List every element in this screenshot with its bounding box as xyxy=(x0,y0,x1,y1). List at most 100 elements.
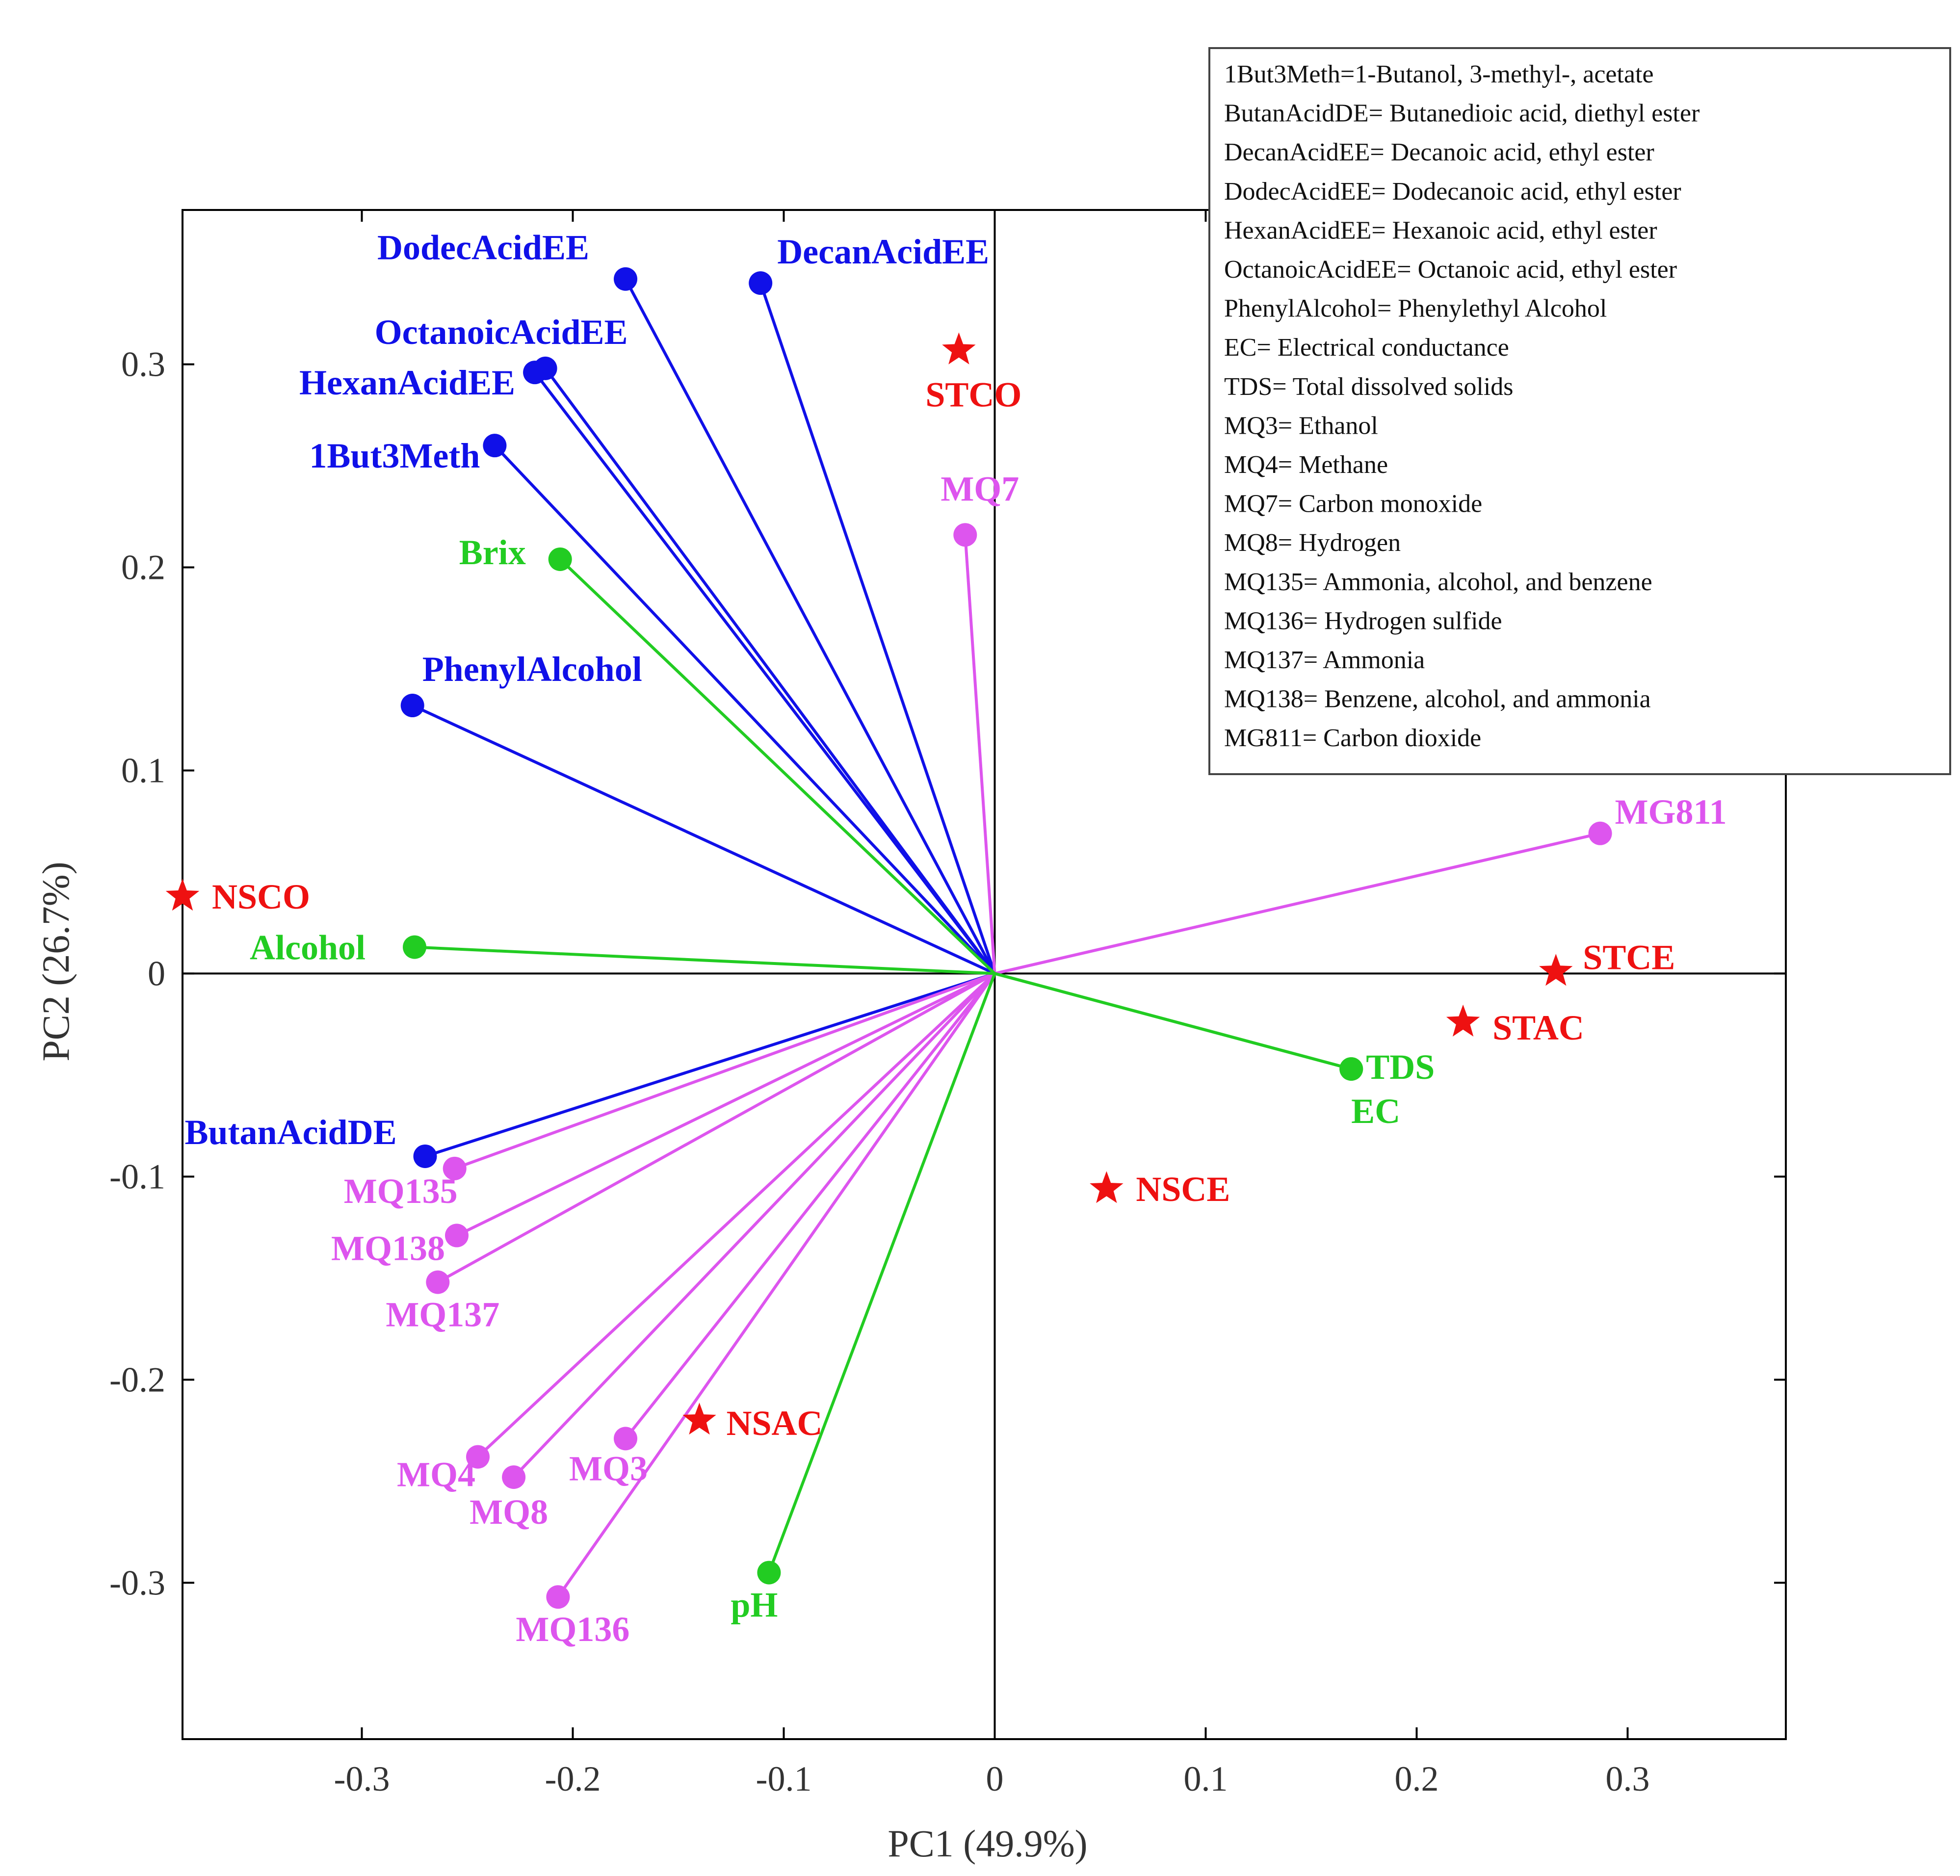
sample-label: NSCE xyxy=(1136,1170,1230,1209)
sample-star-marker xyxy=(1446,1004,1480,1037)
loading-point xyxy=(445,1224,469,1248)
loading-point xyxy=(426,1270,450,1294)
loading-point xyxy=(1588,821,1612,845)
legend-entry: MQ4= Methane xyxy=(1224,451,1388,479)
legend-entry: MQ136= Hydrogen sulfide xyxy=(1224,607,1502,635)
legend-entry: MQ135= Ammonia, alcohol, and benzene xyxy=(1224,568,1652,596)
loading-vector xyxy=(456,972,995,1237)
loading-label: HexanAcidEE xyxy=(299,363,515,402)
loading-label: Alcohol xyxy=(250,928,366,967)
sample-STCO: STCO xyxy=(925,332,1021,415)
sample-star-marker xyxy=(682,1403,716,1435)
loading-label: 1But3Meth xyxy=(309,436,480,475)
legend-entry: MQ137= Ammonia xyxy=(1224,646,1425,674)
sample-STCE: STCE xyxy=(1539,938,1675,986)
loading-Brix: Brix xyxy=(459,533,996,975)
legend-entry: DecanAcidEE= Decanoic acid, ethyl ester xyxy=(1224,138,1654,166)
y-tick-label: 0.2 xyxy=(121,548,165,587)
loading-vector xyxy=(454,972,995,1170)
legend-entry: MQ138= Benzene, alcohol, and ammonia xyxy=(1224,685,1651,713)
sample-star-marker xyxy=(1539,954,1573,986)
loading-point xyxy=(502,1465,526,1489)
sample-label: NSCO xyxy=(212,877,310,916)
loading-point xyxy=(757,1561,781,1585)
loading-vector xyxy=(533,371,996,975)
legend-entry: EC= Electrical conductance xyxy=(1224,334,1509,362)
loading-point xyxy=(614,267,637,291)
legend-entry: ButanAcidDE= Butanedioic acid, diethyl e… xyxy=(1224,100,1699,128)
y-tick-label: 0.1 xyxy=(121,751,165,790)
loading-vector xyxy=(476,972,996,1458)
loading-ButanAcidDE: ButanAcidDE xyxy=(185,972,995,1168)
loading-vector xyxy=(494,444,996,975)
loading-DodecAcidEE: DodecAcidEE xyxy=(377,228,996,974)
x-tick-label: -0.2 xyxy=(545,1759,601,1798)
loading-point xyxy=(443,1156,467,1180)
loading-label: ButanAcidDE xyxy=(185,1113,397,1152)
legend-entry: MQ8= Hydrogen xyxy=(1224,529,1401,557)
sample-star-marker xyxy=(942,332,976,365)
loading-vector xyxy=(964,535,996,974)
legend-entry: MQ7= Carbon monoxide xyxy=(1224,490,1482,518)
loading-vectors: DodecAcidEE DecanAcidEE OctanoicAcidEE Hexa… xyxy=(185,228,1727,1649)
loading-label: MQ137 xyxy=(386,1295,499,1334)
loading-vector xyxy=(512,972,996,1479)
sample-label: STCE xyxy=(1583,938,1675,977)
loading-point xyxy=(614,1427,637,1451)
loading-label: EC xyxy=(1351,1092,1400,1131)
legend-entry: OctanoicAcidEE= Octanoic acid, ethyl est… xyxy=(1224,256,1677,284)
x-tick-label: -0.1 xyxy=(756,1759,812,1798)
loading-MQ8: MQ8 xyxy=(470,972,996,1532)
loading-label: TDS xyxy=(1366,1047,1435,1087)
legend-entry: MQ3= Ethanol xyxy=(1224,412,1378,440)
loading-label: MQ7 xyxy=(941,469,1019,508)
loading-point xyxy=(546,1585,570,1609)
loading-point xyxy=(548,547,572,571)
loading-label: PhenylAlcohol xyxy=(422,650,642,689)
loading-1But3Meth: 1But3Meth xyxy=(309,434,996,975)
loading-label: OctanoicAcidEE xyxy=(375,313,628,352)
loading-point xyxy=(466,1445,490,1469)
x-tick-label: 0.3 xyxy=(1606,1759,1650,1798)
loading-vector xyxy=(437,972,995,1284)
legend-entry: HexanAcidEE= Hexanoic acid, ethyl ester xyxy=(1224,216,1657,244)
y-axis-title: PC2 (26.7%) xyxy=(34,861,77,1061)
loading-HexanAcidEE: HexanAcidEE xyxy=(299,361,996,975)
loading-vector xyxy=(414,945,995,975)
plot-border xyxy=(182,209,1787,1740)
loading-MQ137: MQ137 xyxy=(386,972,995,1334)
legend-entry: DodecAcidEE= Dodecanoic acid, ethyl este… xyxy=(1224,178,1681,206)
y-tick-label: -0.3 xyxy=(109,1563,165,1602)
loading-label: MQ135 xyxy=(344,1172,458,1211)
loading-point xyxy=(400,694,424,718)
loading-MQ136: MQ136 xyxy=(516,972,996,1649)
loading-label: MQ136 xyxy=(516,1610,629,1649)
plot-frame xyxy=(182,209,1787,1740)
y-tick-label: -0.1 xyxy=(109,1157,165,1196)
x-tick-label: 0.2 xyxy=(1395,1759,1439,1798)
loading-vector xyxy=(412,704,995,975)
sample-NSCE: NSCE xyxy=(1090,1170,1230,1209)
y-tick-label: -0.2 xyxy=(109,1360,165,1399)
loading-vector xyxy=(994,972,1352,1070)
sample-label: NSAC xyxy=(727,1404,823,1443)
x-tick-label: 0 xyxy=(986,1759,1004,1798)
y-tick-label: 0.3 xyxy=(121,345,165,384)
legend-entry: MG811= Carbon dioxide xyxy=(1224,724,1481,752)
loading-vector xyxy=(624,278,996,974)
loading-vector xyxy=(556,972,996,1598)
loading-label: MQ138 xyxy=(331,1228,445,1268)
loading-vector xyxy=(759,283,996,974)
loading-DecanAcidEE: DecanAcidEE xyxy=(749,232,996,974)
y-tick-label: 0 xyxy=(148,954,165,993)
x-tick-label: 0.1 xyxy=(1184,1759,1228,1798)
loading-label: MQ3 xyxy=(569,1449,648,1488)
legend-entry: PhenylAlcohol= Phenylethyl Alcohol xyxy=(1224,295,1607,323)
loading-OctanoicAcidEE: OctanoicAcidEE xyxy=(375,313,996,975)
sample-NSCO: NSCO xyxy=(165,877,310,916)
loading-MQ4: MQ4 xyxy=(397,972,996,1494)
loading-label: DodecAcidEE xyxy=(377,228,589,267)
loading-vector xyxy=(624,972,996,1440)
loading-vector xyxy=(559,558,996,975)
sample-scores: STCO NSCO STCE STAC NSCE NSAC xyxy=(165,332,1675,1443)
